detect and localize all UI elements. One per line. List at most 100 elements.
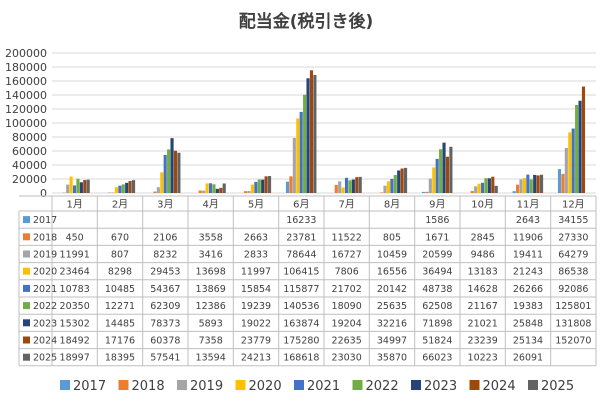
legend-label: 2024	[483, 379, 516, 394]
category-label: 3月	[157, 199, 173, 211]
table-cell: 163874	[283, 318, 319, 329]
legend-key-2018	[119, 380, 129, 390]
table-cell: 805	[383, 232, 401, 243]
legend-label: 2021	[307, 379, 340, 394]
category-label: 8月	[384, 199, 400, 211]
bar-2021-9月	[436, 159, 439, 193]
table-cell: 71898	[422, 318, 452, 329]
table-cell: 21021	[468, 318, 498, 329]
table-legend-key	[23, 337, 30, 344]
table-cell: 22635	[332, 336, 362, 347]
table-cell: 13183	[468, 267, 498, 278]
bar-2024-1月	[83, 180, 86, 193]
table-series-name: 2022	[33, 301, 57, 312]
bar-2021-6月	[300, 112, 303, 193]
bar-2020-2月	[115, 187, 118, 193]
table-cell: 19383	[513, 301, 543, 312]
bar-2020-8月	[387, 181, 390, 193]
y-tick-label: 0	[40, 187, 47, 200]
table-cell: 3558	[199, 232, 223, 243]
table-cell: 106415	[283, 267, 319, 278]
bar-2018-3月	[153, 192, 156, 193]
table-cell: 78644	[286, 250, 316, 261]
bar-2022-9月	[439, 149, 442, 193]
category-label: 11月	[517, 199, 540, 211]
table-cell: 62508	[422, 301, 452, 312]
bar-2025-4月	[223, 183, 226, 193]
bar-2018-12月	[561, 174, 564, 193]
bar-2017-6月	[286, 182, 289, 193]
table-cell: 25848	[513, 318, 543, 329]
bar-2022-8月	[394, 175, 397, 193]
bar-2024-5月	[265, 176, 268, 193]
table-cell: 32216	[377, 318, 407, 329]
y-tick-label: 20000	[12, 173, 47, 186]
bar-2020-6月	[296, 119, 299, 193]
table-cell: 13594	[196, 353, 226, 364]
bar-2024-12月	[582, 87, 585, 193]
y-tick-label: 180000	[5, 61, 47, 74]
bar-2024-2月	[129, 181, 132, 193]
category-label: 10月	[471, 199, 494, 211]
bar-2022-12月	[575, 105, 578, 193]
table-legend-key	[23, 319, 30, 326]
table-cell: 16727	[332, 250, 362, 261]
y-tick-label: 120000	[5, 103, 47, 116]
table-legend-key	[23, 268, 30, 275]
bar-2019-8月	[383, 186, 386, 193]
legend-key-2019	[177, 380, 187, 390]
table-cell: 131808	[555, 318, 591, 329]
table-cell: 34155	[558, 215, 588, 226]
legend-key-2022	[353, 380, 363, 390]
bar-2021-12月	[572, 129, 575, 193]
table-cell: 12386	[196, 301, 226, 312]
bar-2021-3月	[164, 155, 167, 193]
table-cell: 35870	[377, 353, 407, 364]
table-legend-key	[23, 302, 30, 309]
table-series-name: 2020	[33, 267, 57, 278]
bar-2019-12月	[565, 148, 568, 193]
bar-2018-4月	[199, 191, 202, 193]
bar-2022-4月	[212, 184, 215, 193]
bar-2024-7月	[355, 177, 358, 193]
bar-2024-11月	[537, 175, 540, 193]
bar-2023-7月	[352, 180, 355, 193]
table-cell: 450	[66, 232, 84, 243]
bar-2024-10月	[491, 177, 494, 193]
bar-2023-8月	[397, 170, 400, 193]
category-label: 7月	[338, 199, 354, 211]
bar-2018-9月	[425, 192, 428, 193]
bar-2021-11月	[526, 175, 529, 193]
table-cell: 34997	[377, 336, 407, 347]
table-cell: 19239	[241, 301, 271, 312]
table-series-name: 2023	[33, 318, 57, 329]
table-cell: 48738	[422, 284, 452, 295]
bar-2019-2月	[111, 192, 114, 193]
table-cell: 2845	[471, 232, 495, 243]
table-cell: 15302	[60, 318, 90, 329]
table-cell: 36494	[422, 267, 452, 278]
bar-2018-5月	[244, 191, 247, 193]
bar-2020-3月	[160, 172, 163, 193]
table-series-name: 2025	[33, 353, 57, 364]
legend-label: 2018	[132, 379, 165, 394]
legend-key-2024	[470, 380, 480, 390]
category-label: 1月	[66, 199, 82, 211]
category-label: 2月	[112, 199, 128, 211]
table-cell: 2106	[153, 232, 177, 243]
table-cell: 11991	[60, 250, 90, 261]
y-tick-label: 60000	[12, 145, 47, 158]
bar-2021-7月	[345, 178, 348, 193]
grid	[52, 53, 596, 193]
bars	[63, 70, 585, 193]
table-cell: 11522	[332, 232, 362, 243]
bar-2024-3月	[174, 151, 177, 193]
bar-2020-10月	[478, 184, 481, 193]
bar-2017-11月	[513, 191, 516, 193]
table-cell: 16233	[286, 215, 316, 226]
table-cell: 29453	[150, 267, 180, 278]
bar-2023-12月	[578, 101, 581, 193]
table-cell: 125801	[555, 301, 591, 312]
table-cell: 27330	[558, 232, 588, 243]
